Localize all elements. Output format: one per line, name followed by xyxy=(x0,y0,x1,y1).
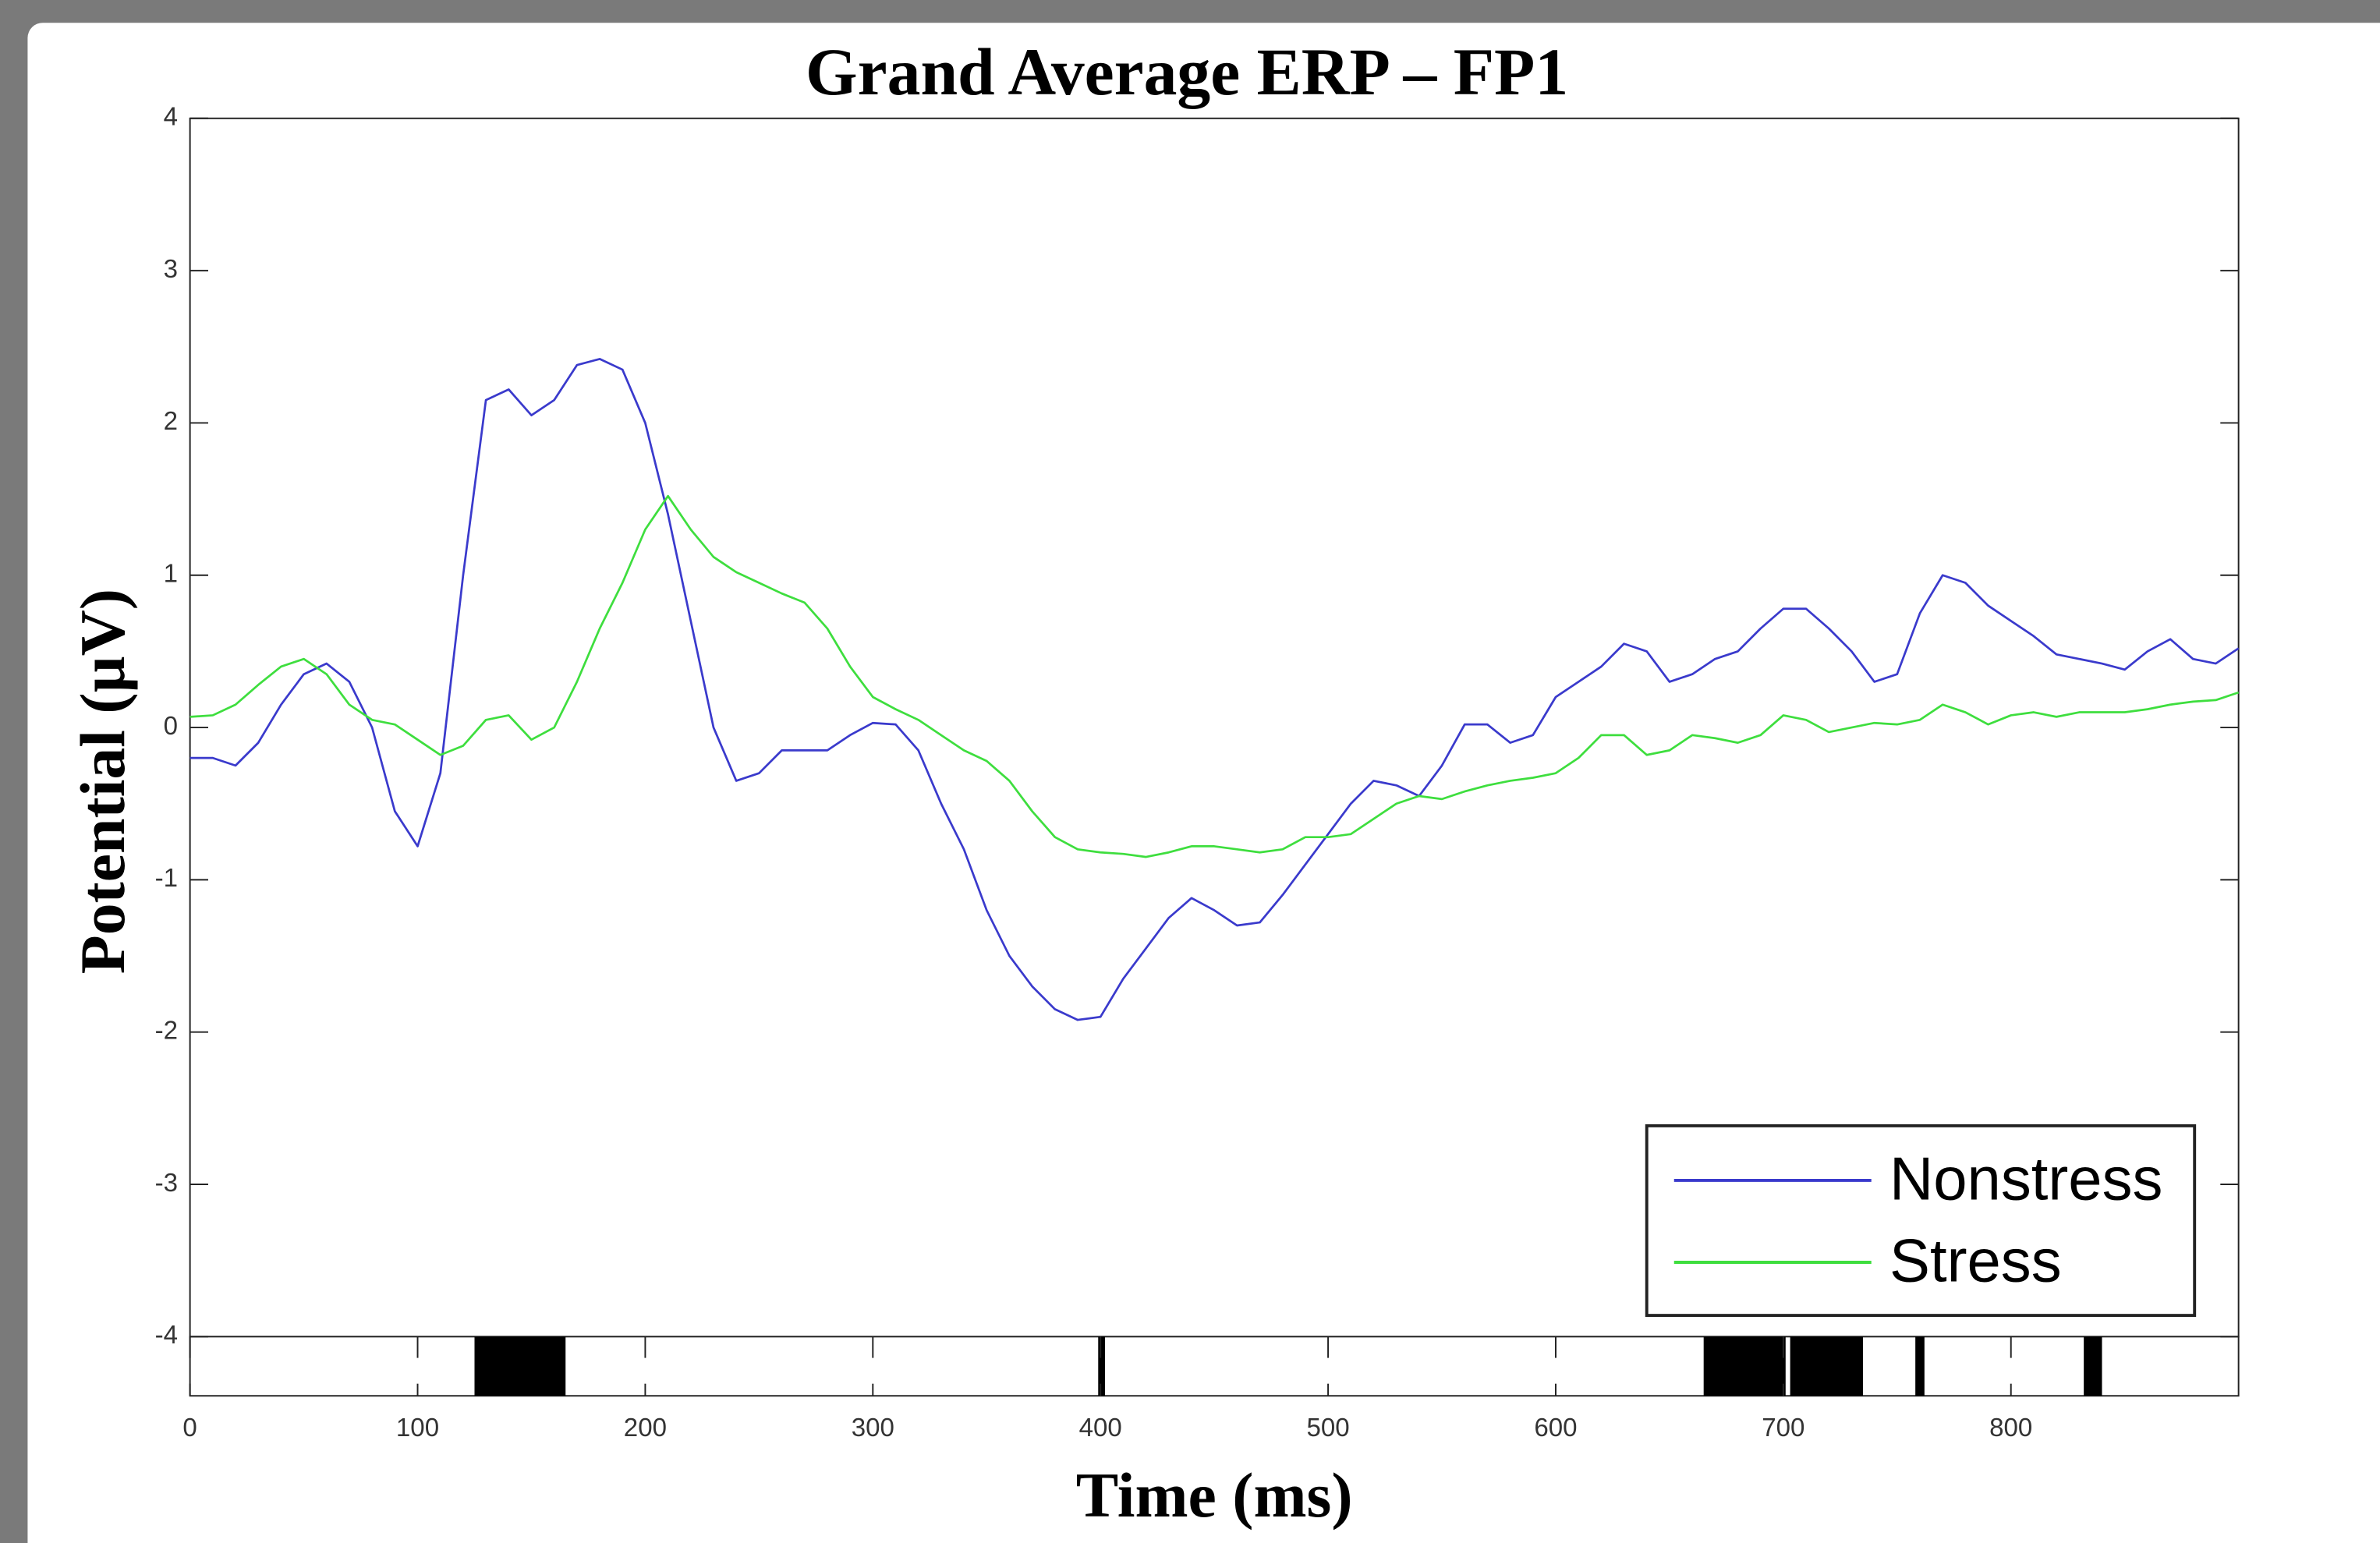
x-tick-label: 100 xyxy=(396,1414,439,1442)
x-tick-label: 600 xyxy=(1534,1414,1577,1442)
y-axis-label: Potential (µV) xyxy=(67,589,138,974)
significance-bar xyxy=(1915,1336,1925,1396)
y-tick-label: -3 xyxy=(155,1169,178,1198)
significance-bar xyxy=(1098,1336,1106,1396)
series-line xyxy=(189,494,2240,858)
y-tick-label: 2 xyxy=(164,407,178,436)
x-tick-label: 200 xyxy=(624,1414,667,1442)
legend-label: Stress xyxy=(1889,1227,2062,1294)
x-tick-label: 400 xyxy=(1079,1414,1122,1442)
y-tick-label: 0 xyxy=(164,712,178,741)
y-tick-label: -4 xyxy=(155,1321,178,1350)
x-tick-label: 500 xyxy=(1306,1414,1349,1442)
x-axis-label: Time (ms) xyxy=(1076,1460,1353,1531)
chart-title: Grand Average ERP – FP1 xyxy=(806,35,1568,109)
y-tick-label: -2 xyxy=(155,1016,178,1045)
x-tick-label: 0 xyxy=(182,1414,197,1442)
y-tick-label: -1 xyxy=(155,864,178,893)
legend-box xyxy=(1645,1124,2197,1318)
significance-bar xyxy=(2084,1336,2102,1396)
y-tick-label: 1 xyxy=(164,559,178,588)
x-tick-label: 300 xyxy=(852,1414,894,1442)
x-tick-label: 800 xyxy=(1989,1414,2032,1442)
significance-bar xyxy=(1703,1336,1786,1396)
significance-bar xyxy=(1790,1336,1864,1396)
legend-label: Nonstress xyxy=(1889,1145,2162,1212)
x-tick-label: 700 xyxy=(1762,1414,1804,1442)
significance-bar xyxy=(474,1336,566,1396)
y-tick-label: 4 xyxy=(164,103,178,132)
y-tick-label: 3 xyxy=(164,255,178,284)
series-line xyxy=(189,358,2240,1021)
